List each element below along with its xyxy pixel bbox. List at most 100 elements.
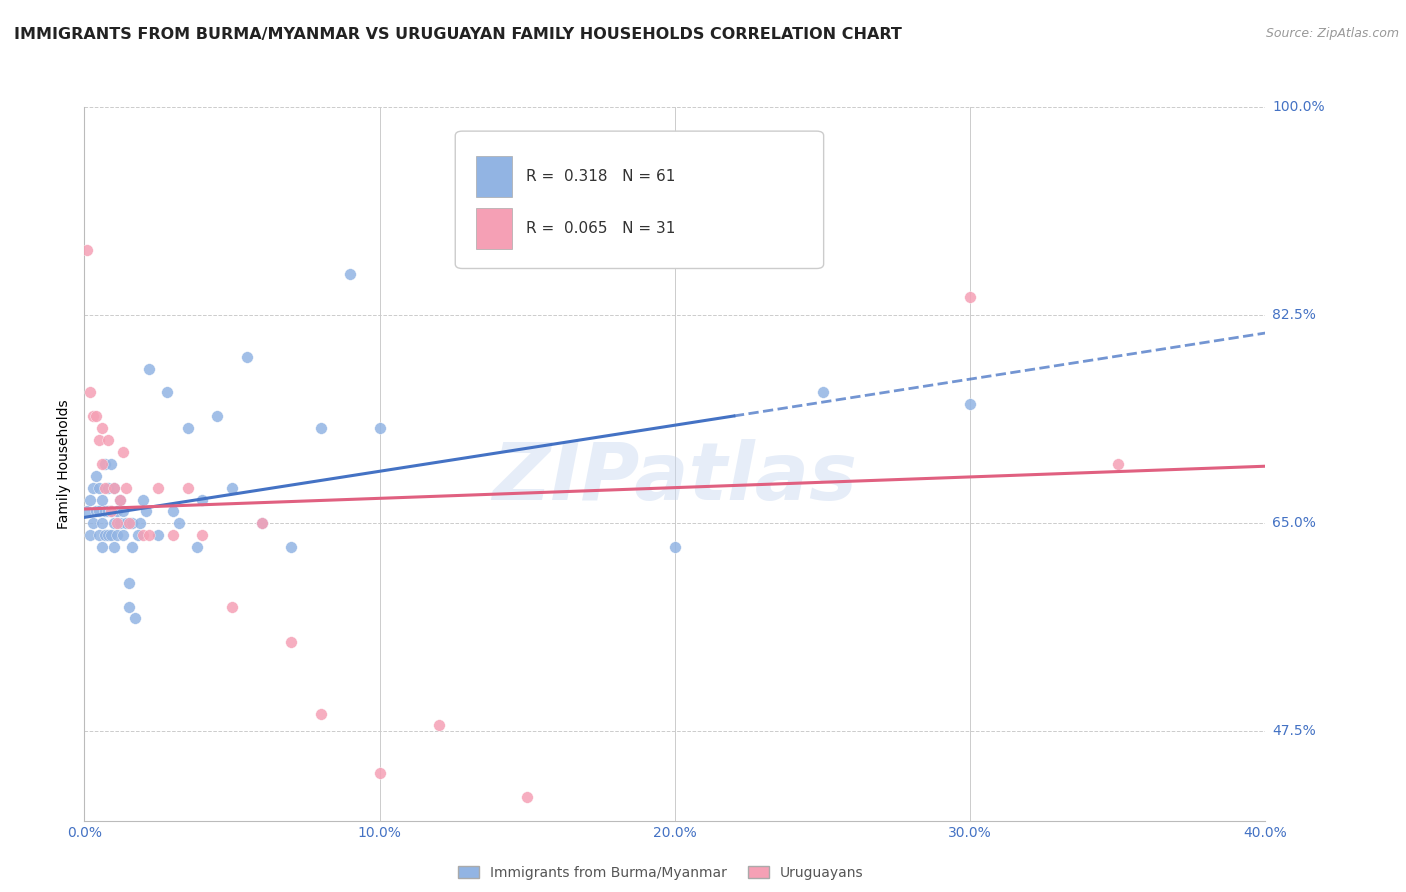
Text: R =  0.318   N = 61: R = 0.318 N = 61 [526, 169, 675, 184]
Point [959, 397, 981, 411]
Point [339, 267, 361, 281]
Point [91, 421, 114, 435]
Point [94, 504, 117, 518]
Point [111, 445, 134, 459]
Point [111, 504, 134, 518]
Point [79, 528, 101, 542]
Point [368, 421, 391, 435]
Point [91, 516, 114, 531]
Point [100, 457, 122, 471]
Point [132, 492, 155, 507]
Text: 65.0%: 65.0% [1272, 516, 1316, 531]
Point [121, 540, 143, 554]
Point [100, 504, 122, 518]
Point [97, 504, 120, 518]
Point [129, 516, 152, 531]
Text: ZIPatlas: ZIPatlas [492, 439, 858, 517]
Point [97, 481, 120, 495]
Point [91, 540, 114, 554]
Point [309, 421, 332, 435]
Point [82, 516, 104, 531]
Point [103, 481, 125, 495]
Point [105, 504, 128, 518]
Point [84, 504, 107, 518]
Point [138, 528, 160, 542]
Point [79, 492, 101, 507]
Point [87, 481, 111, 495]
Point [79, 385, 101, 400]
Point [87, 504, 111, 518]
Point [280, 635, 302, 649]
Legend: Immigrants from Burma/Myanmar, Uruguayans: Immigrants from Burma/Myanmar, Uruguayan… [453, 860, 869, 885]
Point [118, 575, 141, 590]
Point [138, 361, 160, 376]
Point [87, 528, 111, 542]
Y-axis label: Family Households: Family Households [58, 399, 72, 529]
Text: R =  0.065   N = 31: R = 0.065 N = 31 [526, 220, 675, 235]
Point [959, 290, 981, 304]
Point [162, 504, 184, 518]
Point [191, 492, 214, 507]
Point [221, 481, 243, 495]
Text: Source: ZipAtlas.com: Source: ZipAtlas.com [1265, 27, 1399, 40]
Point [82, 409, 104, 424]
Point [162, 528, 184, 542]
Point [91, 492, 114, 507]
Point [114, 516, 136, 531]
Point [250, 516, 273, 531]
Point [124, 611, 146, 625]
Point [1107, 457, 1129, 471]
Text: 82.5%: 82.5% [1272, 308, 1316, 322]
Point [132, 528, 155, 542]
Point [280, 540, 302, 554]
Point [111, 528, 134, 542]
Point [309, 706, 332, 721]
Point [108, 516, 131, 531]
Point [97, 433, 120, 447]
Point [177, 481, 200, 495]
Point [121, 516, 143, 531]
Point [191, 528, 214, 542]
Point [108, 492, 131, 507]
Point [84, 409, 107, 424]
Point [97, 528, 120, 542]
Point [94, 528, 117, 542]
Point [114, 481, 136, 495]
Point [427, 718, 450, 732]
Text: 100.0%: 100.0% [1272, 100, 1324, 114]
Point [664, 540, 686, 554]
Point [84, 468, 107, 483]
Point [76, 504, 98, 518]
Point [103, 481, 125, 495]
Text: IMMIGRANTS FROM BURMA/MYANMAR VS URUGUAYAN FAMILY HOUSEHOLDS CORRELATION CHART: IMMIGRANTS FROM BURMA/MYANMAR VS URUGUAY… [14, 27, 901, 42]
Point [105, 528, 128, 542]
Point [103, 516, 125, 531]
Point [94, 457, 117, 471]
Point [82, 481, 104, 495]
Point [105, 516, 128, 531]
Point [118, 516, 141, 531]
Point [177, 421, 200, 435]
Point [76, 243, 98, 257]
Point [516, 789, 538, 804]
Point [811, 385, 834, 400]
Point [135, 504, 157, 518]
Point [100, 504, 122, 518]
Point [205, 409, 228, 424]
Text: 47.5%: 47.5% [1272, 724, 1316, 739]
Point [250, 516, 273, 531]
Point [103, 540, 125, 554]
Point [91, 457, 114, 471]
Point [368, 766, 391, 780]
Point [148, 481, 170, 495]
Point [167, 516, 190, 531]
Point [516, 243, 538, 257]
Point [221, 599, 243, 614]
Point [87, 433, 111, 447]
Point [235, 350, 259, 364]
Point [108, 492, 131, 507]
Point [118, 599, 141, 614]
Point [186, 540, 208, 554]
Point [100, 528, 122, 542]
Point [127, 528, 149, 542]
